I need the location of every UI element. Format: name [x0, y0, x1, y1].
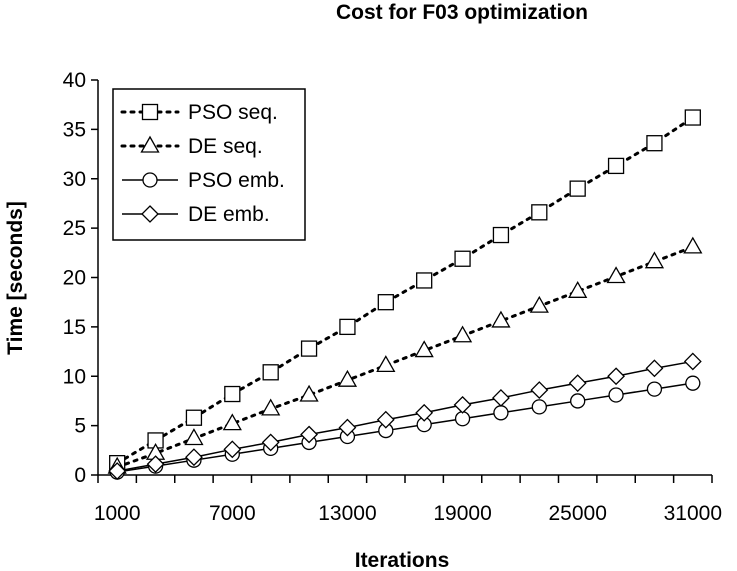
data-point — [261, 433, 280, 452]
data-point — [644, 251, 665, 269]
data-point — [300, 340, 318, 357]
data-point — [493, 405, 509, 421]
data-point — [645, 359, 664, 378]
legend-marker-diamond — [141, 205, 159, 223]
legend-label: DE seq. — [188, 135, 263, 158]
data-point — [185, 409, 203, 426]
data-point — [530, 381, 549, 399]
data-point — [568, 374, 587, 393]
y-tick-label: 20 — [63, 267, 86, 290]
data-point — [339, 318, 356, 336]
series-line — [115, 245, 695, 469]
data-point — [261, 398, 281, 416]
data-point — [184, 428, 204, 446]
series-de-emb — [108, 352, 702, 480]
data-point — [376, 410, 395, 429]
data-point — [338, 418, 357, 437]
data-point — [569, 180, 586, 197]
y-axis-title: Time [seconds] — [4, 201, 27, 355]
x-tick-label: 25000 — [548, 502, 606, 525]
data-point — [531, 204, 548, 221]
y-tick-label: 25 — [63, 217, 86, 240]
data-point — [146, 455, 165, 474]
data-point — [377, 294, 394, 311]
data-point — [452, 325, 473, 343]
x-tick-label: 19000 — [433, 502, 491, 525]
series-line — [117, 382, 693, 473]
data-point — [492, 226, 510, 244]
y-tick-label: 5 — [74, 415, 86, 438]
data-point — [299, 384, 319, 402]
x-axis-ticks: 1000 7000 13000 19000 25000 31000 — [94, 475, 722, 525]
legend-label: DE emb. — [188, 203, 270, 226]
data-point — [185, 448, 203, 467]
y-tick-label: 35 — [63, 118, 86, 141]
legend-label: PSO seq. — [188, 101, 278, 124]
data-point — [222, 413, 242, 431]
series-line — [117, 360, 693, 472]
y-tick-label: 15 — [63, 316, 86, 339]
legend-marker-circle — [142, 172, 158, 188]
data-point — [415, 403, 434, 422]
data-point — [684, 109, 701, 126]
data-point — [531, 399, 547, 415]
x-tick-label: 1000 — [94, 502, 141, 525]
data-point — [337, 369, 358, 387]
x-tick-label: 13000 — [318, 502, 376, 525]
data-point — [454, 250, 471, 267]
data-point — [108, 462, 127, 480]
series-pso-emb — [109, 375, 701, 480]
y-tick-label: 30 — [63, 168, 86, 191]
x-axis-title: Iterations — [355, 549, 450, 571]
data-point — [685, 375, 701, 391]
data-point — [376, 355, 396, 373]
data-point — [454, 411, 471, 427]
data-point — [570, 393, 586, 409]
data-point — [568, 281, 588, 298]
data-point — [224, 385, 241, 403]
data-point — [646, 135, 663, 152]
data-point — [607, 157, 625, 175]
data-point — [223, 440, 242, 459]
x-tick-label: 7000 — [209, 502, 256, 525]
data-point — [453, 395, 472, 414]
x-tick-label: 31000 — [664, 502, 722, 525]
data-point — [607, 367, 625, 386]
data-point — [529, 295, 549, 313]
legend: PSO seq. DE seq. PSO emb. DE emb. — [112, 88, 306, 241]
legend-label: PSO emb. — [188, 169, 285, 192]
data-point — [262, 364, 279, 381]
data-point — [492, 389, 510, 407]
y-tick-label: 10 — [63, 365, 86, 388]
data-point — [646, 381, 663, 397]
legend-marker-square — [141, 103, 159, 121]
data-point — [300, 425, 318, 444]
y-axis-ticks: 0 5 10 15 20 25 30 35 40 — [63, 69, 98, 487]
series-layer — [107, 109, 703, 480]
data-point — [491, 310, 511, 328]
data-point — [683, 352, 702, 371]
data-point — [606, 266, 626, 284]
legend-marker-triangle — [140, 135, 160, 153]
data-point — [416, 272, 433, 289]
data-point — [683, 236, 703, 254]
series-line — [115, 116, 695, 465]
y-tick-label: 40 — [63, 69, 86, 92]
data-point — [414, 340, 434, 358]
data-point — [608, 387, 624, 403]
series-de-seq — [107, 236, 703, 474]
y-tick-label: 0 — [74, 464, 86, 487]
chart-title: Cost for F03 optimization — [336, 1, 588, 24]
